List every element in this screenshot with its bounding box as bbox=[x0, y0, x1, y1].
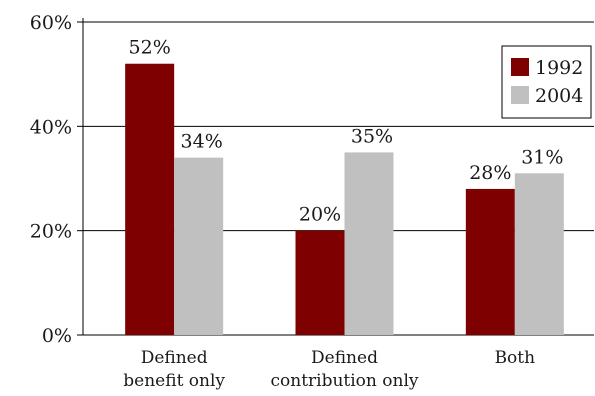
legend: 1992 2004 bbox=[501, 45, 592, 119]
category-label-1-0: Defined bbox=[311, 348, 378, 368]
data-label-2004-1: 35% bbox=[351, 125, 393, 147]
bar-1992-2 bbox=[465, 188, 515, 335]
bar-1992-0 bbox=[125, 63, 175, 335]
bar-2004-0 bbox=[174, 157, 224, 335]
bar-2004-2 bbox=[514, 173, 564, 335]
y-tick-label-3: 60% bbox=[30, 12, 72, 34]
category-label-2-0: Both bbox=[495, 348, 536, 368]
y-tick-label-1: 20% bbox=[30, 221, 72, 243]
bar-2004-1 bbox=[344, 152, 394, 335]
y-tick-label-0: 0% bbox=[42, 325, 72, 347]
legend-label-1992: 1992 bbox=[535, 57, 583, 79]
legend-swatch-1992 bbox=[511, 58, 529, 76]
bar-1992-1 bbox=[295, 230, 345, 335]
legend-box bbox=[501, 45, 592, 119]
data-label-1992-2: 28% bbox=[469, 162, 511, 184]
legend-swatch-2004 bbox=[511, 86, 529, 104]
data-label-2004-0: 34% bbox=[181, 131, 223, 153]
data-label-2004-2: 31% bbox=[521, 146, 563, 168]
y-tick-label-2: 40% bbox=[30, 116, 72, 138]
data-label-1992-1: 20% bbox=[299, 204, 341, 226]
data-labels: 52% 34% 20% 35% 28% 31% bbox=[129, 37, 564, 226]
y-tick-labels: 0% 20% 40% 60% bbox=[30, 12, 72, 347]
data-label-1992-0: 52% bbox=[129, 37, 171, 59]
bars bbox=[125, 63, 564, 335]
category-label-1-1: contribution only bbox=[270, 371, 418, 391]
category-label-0-0: Defined bbox=[141, 348, 208, 368]
category-label-0-1: benefit only bbox=[123, 371, 225, 391]
category-labels: Defined benefit only Defined contribution o… bbox=[123, 348, 535, 391]
legend-label-2004: 2004 bbox=[535, 85, 583, 107]
